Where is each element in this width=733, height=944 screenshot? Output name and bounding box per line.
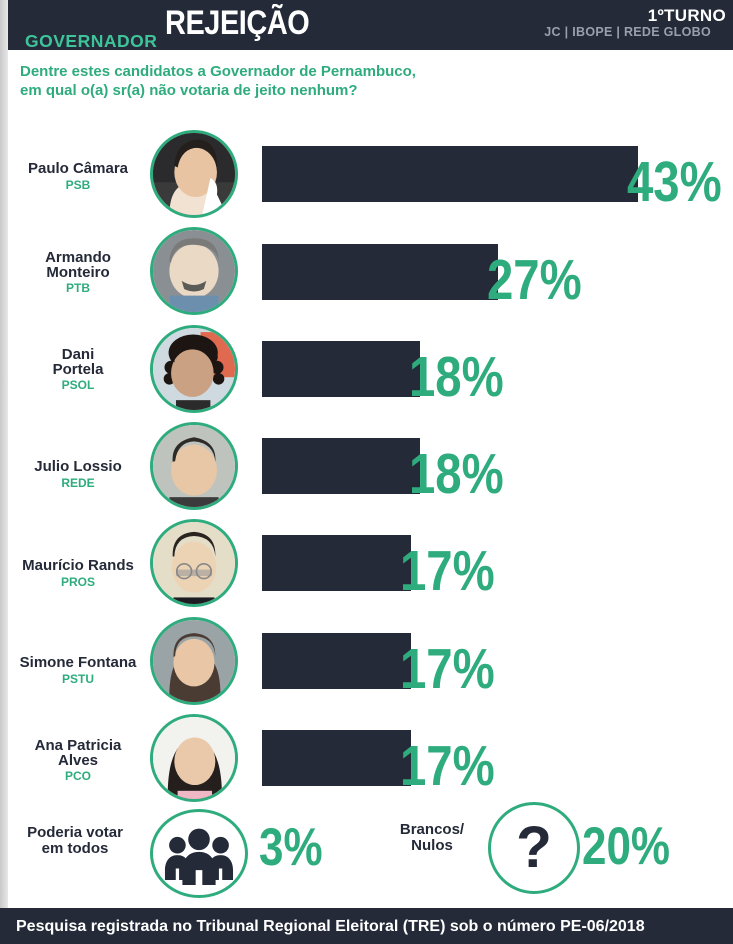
svg-text:?: ? (516, 815, 552, 880)
